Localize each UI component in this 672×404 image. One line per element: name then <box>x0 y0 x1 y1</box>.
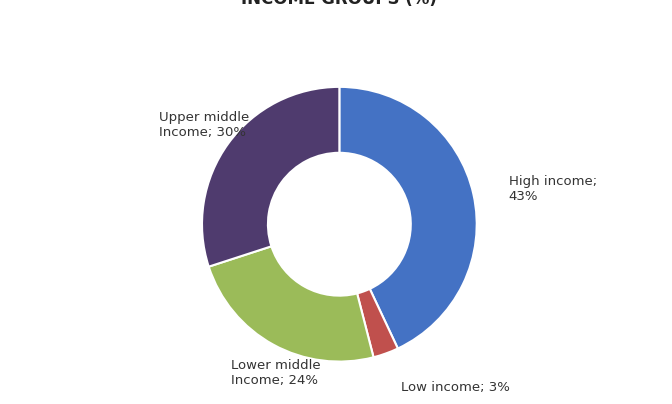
Title: TOTAL ROAD NETWORK DISTRIBUTION BY
INCOME GROUPS (%): TOTAL ROAD NETWORK DISTRIBUTION BY INCOM… <box>145 0 534 8</box>
Wedge shape <box>202 87 339 267</box>
Text: Upper middle
Income; 30%: Upper middle Income; 30% <box>159 111 249 139</box>
Text: Low income; 3%: Low income; 3% <box>401 381 510 394</box>
Text: High income;
43%: High income; 43% <box>509 175 597 203</box>
Wedge shape <box>357 289 398 357</box>
Wedge shape <box>209 246 374 362</box>
Wedge shape <box>339 87 476 349</box>
Text: Lower middle
Income; 24%: Lower middle Income; 24% <box>231 359 321 387</box>
